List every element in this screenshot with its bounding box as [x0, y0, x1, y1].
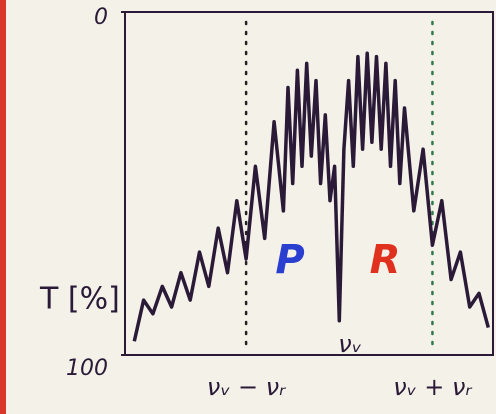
spectrum-line	[132, 51, 490, 342]
y-tick-label: 0	[94, 5, 108, 30]
x-tick-label: νᵥ − νᵣ	[207, 373, 286, 401]
annotation: R	[370, 237, 401, 283]
y-axis-label: T [%]	[39, 282, 120, 317]
red-edge	[0, 0, 6, 414]
x-tick-label: νᵥ + νᵣ	[393, 373, 472, 401]
plot-frame	[124, 11, 494, 356]
annotation: νᵥ	[338, 330, 361, 358]
annotation: P	[275, 237, 304, 283]
y-tick-label: 100	[66, 356, 108, 381]
